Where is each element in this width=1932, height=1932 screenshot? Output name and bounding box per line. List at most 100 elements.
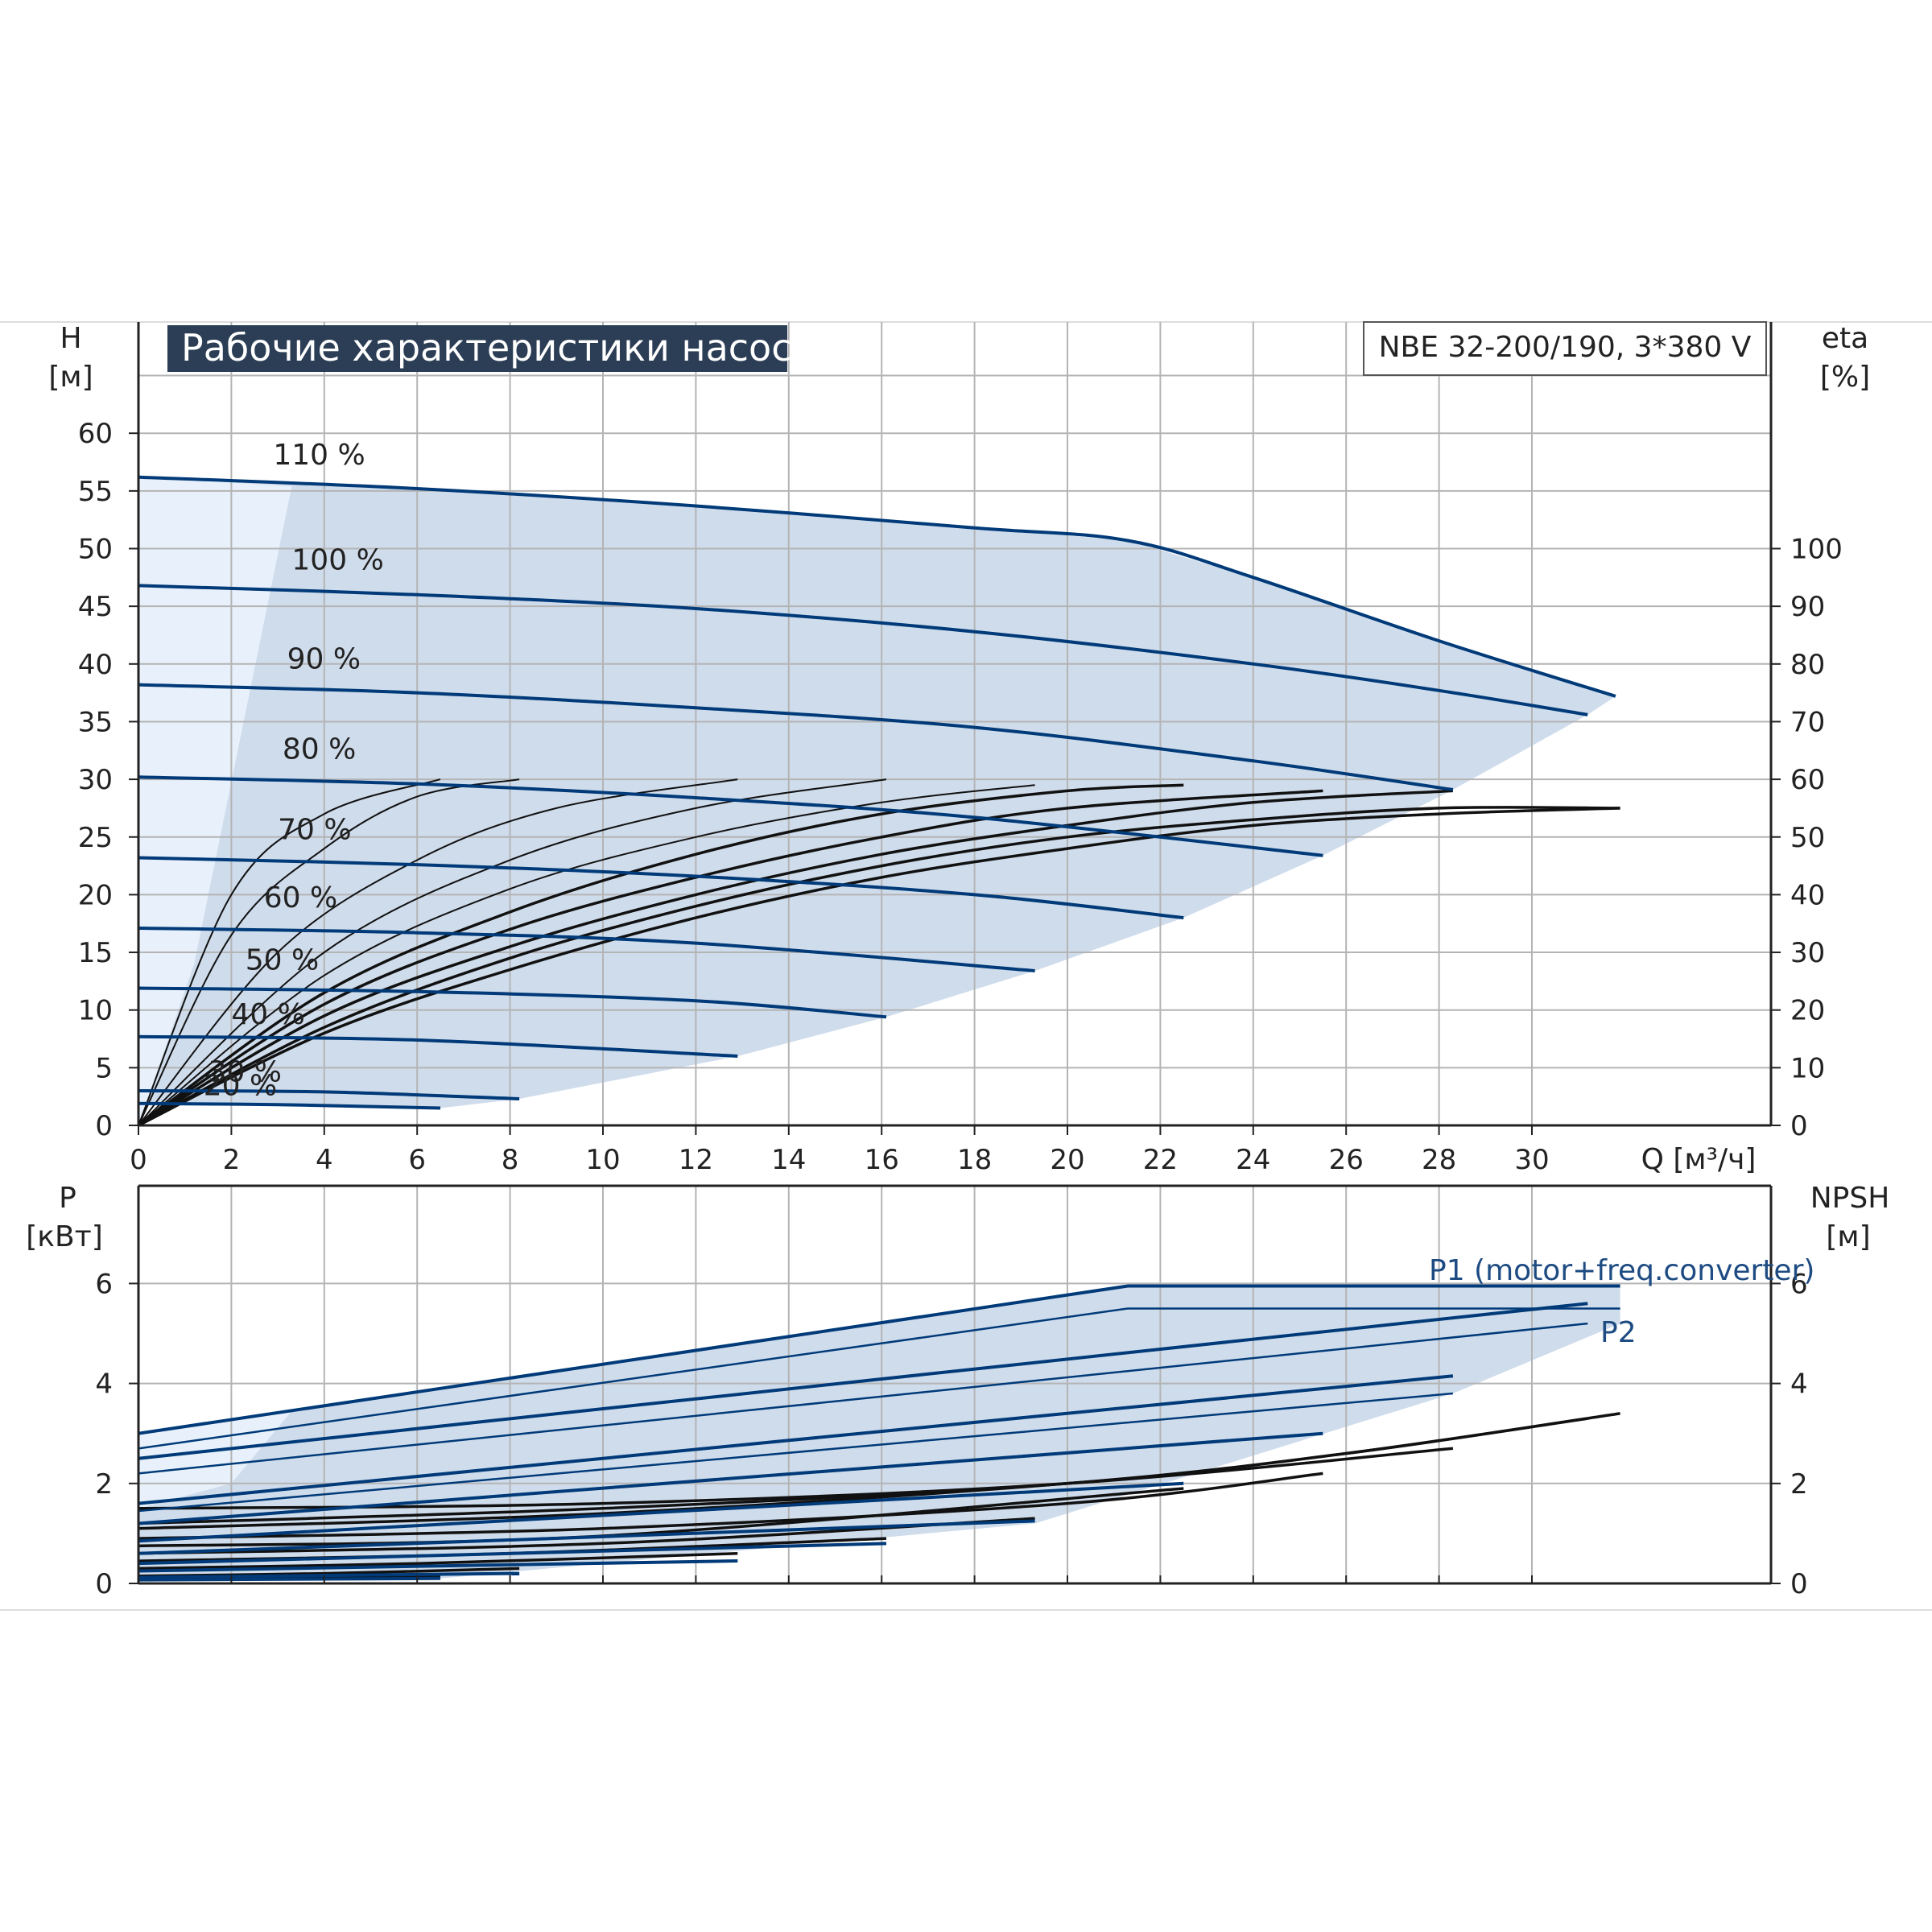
efficiency-curve	[138, 778, 887, 1126]
power-curve	[138, 1374, 1454, 1505]
p-axis-unit: [кВт]	[26, 1220, 103, 1253]
x-tick-label: 0	[130, 1144, 147, 1176]
y-tick-label: 5	[95, 1052, 113, 1084]
y-tick-label: 10	[78, 995, 113, 1027]
head-curve	[138, 683, 1454, 791]
speed-labels: 110 % 100 % 90 % 80 % 70 % 60 % 50 % 40 % 30 %20…	[204, 439, 384, 1103]
chart-title: Рабочие характеристики насоса	[181, 326, 815, 369]
x-tick-label: 8	[502, 1144, 519, 1176]
x-tick-label: 30	[1514, 1144, 1549, 1176]
efficiency-curve	[137, 783, 1184, 1127]
low-flow-area	[138, 477, 292, 1125]
speed-label: 110 %	[273, 439, 365, 472]
x-tick-label: 20	[1050, 1144, 1084, 1176]
y-tick-label: 50	[78, 534, 113, 566]
efficiency-curve	[138, 789, 1454, 1127]
npsh-tick-label: 4	[1790, 1368, 1808, 1401]
speed-label: 60 %	[264, 881, 337, 914]
efficiency-curves	[137, 778, 1620, 1127]
efficiency-curve	[138, 807, 1620, 1127]
head-axes: 0510152025303540455055600102030405060708…	[78, 322, 1843, 1176]
speed-label: 50 %	[246, 944, 319, 977]
power-curve	[138, 1519, 1035, 1555]
npsh-tick-label: 2	[1790, 1468, 1808, 1501]
y-axis-unit: [м]	[48, 361, 93, 394]
head-curve	[138, 584, 1588, 716]
efficiency-curve	[138, 778, 738, 1126]
p-tick-label: 6	[95, 1268, 113, 1300]
head-curve	[138, 856, 1184, 920]
p1-series-label: P1 (motor+freq.converter)	[1429, 1254, 1814, 1287]
head-curve	[138, 986, 887, 1019]
head-curve	[138, 775, 1323, 857]
power-npsh-panel: 0 2 4 6 0 2 4 6	[95, 1184, 1808, 1600]
y-tick-label: 35	[78, 706, 113, 738]
y-tick-label: 0	[95, 1110, 113, 1142]
p-tick-label: 0	[95, 1568, 113, 1600]
power-area-fill	[138, 1286, 1620, 1581]
x-tick-label: 6	[408, 1144, 426, 1176]
power-curve	[138, 1559, 738, 1573]
head-curve	[138, 1101, 441, 1110]
y2-axis-unit: [%]	[1820, 361, 1870, 394]
power-curves	[138, 1284, 1620, 1582]
head-efficiency-panel: 0510152025303540455055600102030405060708…	[78, 322, 1843, 1176]
efficiency-curve	[138, 806, 1620, 1127]
model-box	[1363, 321, 1767, 376]
x-tick-label: 28	[1422, 1144, 1456, 1176]
x-tick-label: 22	[1143, 1144, 1178, 1176]
title-box	[167, 325, 787, 372]
power-curve	[138, 1302, 1588, 1460]
x-tick-label: 14	[771, 1144, 806, 1176]
speed-label: 40 %	[231, 998, 304, 1031]
power-curve	[138, 1481, 1184, 1543]
power-axes: 0 2 4 6 0 2 4 6	[95, 1184, 1808, 1600]
x-tick-label: 16	[865, 1144, 899, 1176]
x-tick-label: 18	[957, 1144, 992, 1176]
npsh-tick-label: 0	[1790, 1568, 1808, 1600]
y-axis-title: H	[60, 322, 81, 355]
npsh-axis-unit: [м]	[1826, 1220, 1870, 1253]
power-curve	[138, 1284, 1620, 1435]
head-curve	[138, 1089, 520, 1100]
y2-tick-label: 60	[1790, 764, 1825, 796]
speed-label: 30 %	[208, 1056, 282, 1089]
x-axis-title: Q [м³/ч]	[1641, 1143, 1757, 1176]
x-tick-label: 26	[1329, 1144, 1364, 1176]
y2-tick-label: 70	[1790, 706, 1825, 738]
y2-tick-label: 20	[1790, 995, 1825, 1027]
speed-label: 70 %	[278, 814, 351, 847]
y-tick-label: 25	[78, 822, 113, 854]
y-tick-label: 20	[78, 879, 113, 911]
y2-axis-title: eta	[1822, 322, 1868, 355]
y2-tick-label: 90	[1790, 591, 1825, 623]
npsh-curve	[138, 1472, 1323, 1540]
y2-tick-label: 30	[1790, 937, 1825, 969]
x-tick-label: 12	[679, 1144, 713, 1176]
p-axis-title: P	[59, 1182, 76, 1215]
efficiency-curve	[138, 778, 520, 1126]
x-tick-label: 2	[223, 1144, 241, 1176]
power-curve	[138, 1542, 887, 1566]
y-tick-label: 30	[78, 764, 113, 796]
head-curve	[138, 1034, 738, 1058]
power-curve	[138, 1307, 1620, 1450]
p-tick-label: 2	[95, 1468, 113, 1501]
operating-area-fill	[138, 477, 1616, 1108]
operating-area	[138, 477, 1616, 1125]
y-tick-label: 55	[78, 476, 113, 508]
y2-tick-label: 40	[1790, 879, 1825, 911]
npsh-curve	[138, 1551, 738, 1571]
p-tick-label: 4	[95, 1368, 113, 1401]
y-tick-label: 60	[78, 418, 113, 450]
power-curve	[138, 1576, 441, 1582]
x-tick-label: 10	[585, 1144, 620, 1176]
y-tick-label: 15	[78, 937, 113, 969]
y2-tick-label: 100	[1790, 534, 1843, 566]
power-curve	[138, 1571, 520, 1579]
x-tick-label: 4	[316, 1144, 333, 1176]
y2-tick-label: 80	[1790, 649, 1825, 681]
npsh-tick-label: 6	[1790, 1268, 1808, 1300]
speed-label: 20 %	[204, 1070, 277, 1103]
y2-tick-label: 10	[1790, 1052, 1825, 1084]
